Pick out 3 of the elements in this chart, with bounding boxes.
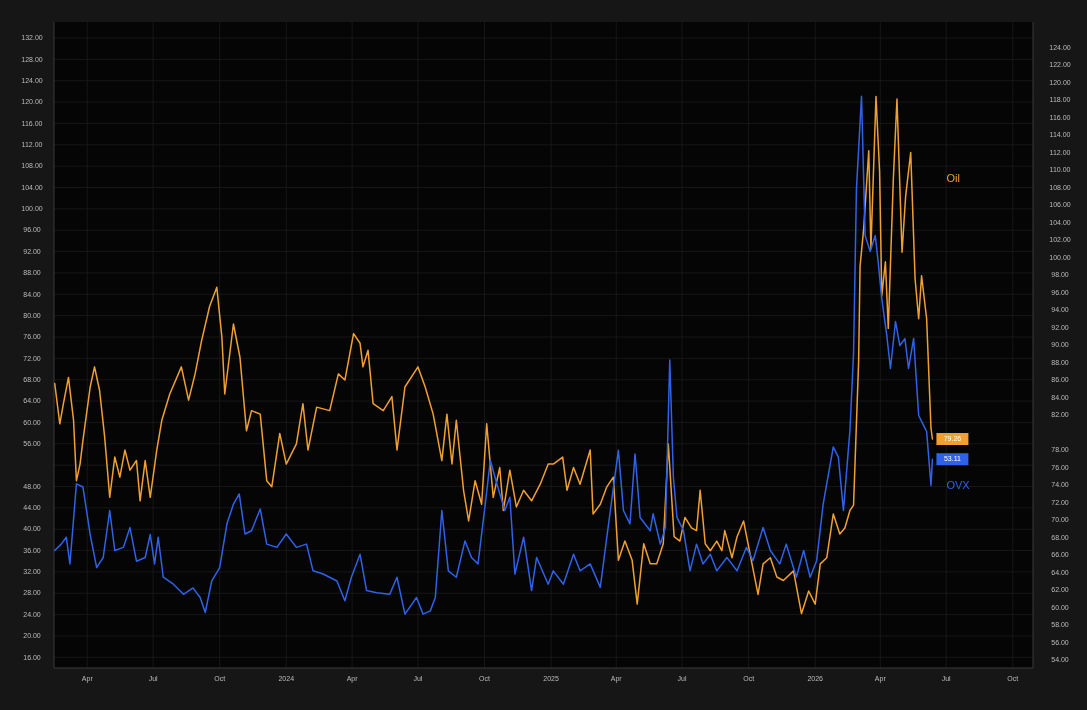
series-label: OVX [946,479,971,492]
line-series [54,95,934,615]
text: Oil [946,172,960,185]
